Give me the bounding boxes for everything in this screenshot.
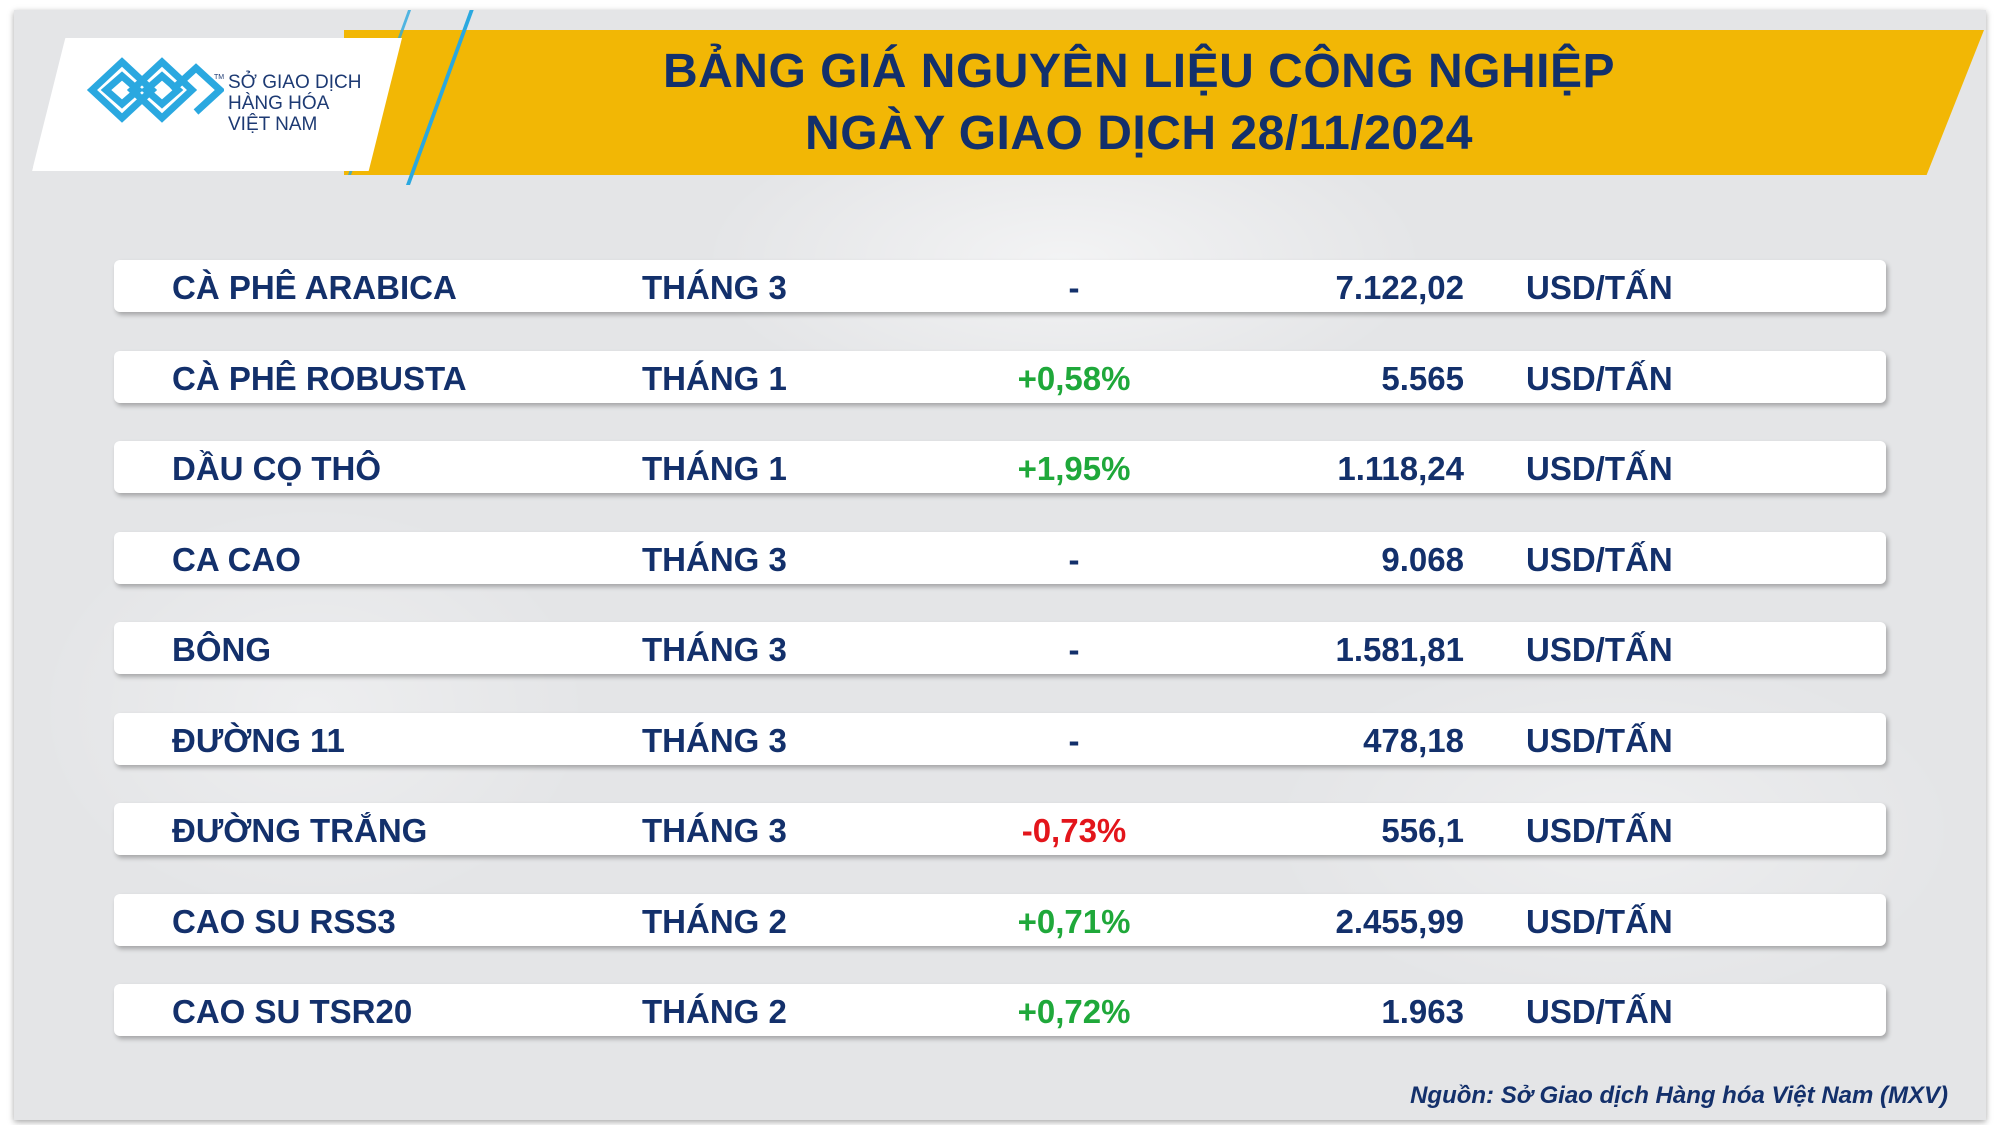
price-unit: USD/TẤN [1526,903,1673,940]
contract-month: THÁNG 3 [642,722,787,759]
price-unit: USD/TẤN [1526,360,1673,397]
price-change: - [1068,541,1080,578]
price-value: 556,1 [1381,812,1464,849]
price-value: 1.963 [1381,993,1464,1030]
price-unit: USD/TẤN [1526,722,1673,759]
price-value: 1.581,81 [1335,631,1464,668]
price-value: 5.565 [1381,360,1464,397]
contract-month: THÁNG 2 [642,993,787,1030]
contract-month: THÁNG 3 [642,541,787,578]
contract-month: THÁNG 1 [642,450,787,487]
logo-text-line-2: HÀNG HÓA [228,93,330,114]
price-unit: USD/TẤN [1526,269,1673,306]
price-change: - [1068,722,1080,759]
trademark-mark: TM [214,74,225,81]
contract-month: THÁNG 2 [642,903,787,940]
price-unit: USD/TẤN [1526,812,1673,849]
table-row: CAO SU RSS3 THÁNG 2 +0,71% 2.455,99 USD/TẤN [114,894,1886,946]
source-note: Nguồn: Sở Giao dịch Hàng hóa Việt Nam (M… [1410,1082,1948,1109]
price-value: 7.122,02 [1335,269,1464,306]
price-value: 478,18 [1363,722,1464,759]
title-banner [344,30,1984,175]
table-row: DẦU CỌ THÔ THÁNG 1 +1,95% 1.118,24 USD/TẤN [114,441,1886,493]
table-row: CA CAO THÁNG 3 - 9.068 USD/TẤN [114,532,1886,584]
page-title: BẢNG GIÁ NGUYÊN LIỆU CÔNG NGHIỆP [662,45,1616,98]
table-row: CÀ PHÊ ROBUSTA THÁNG 1 +0,58% 5.565 USD/TẤN [114,351,1886,403]
commodity-name: ĐƯỜNG TRẮNG [172,812,428,849]
price-change: +0,72% [1017,993,1131,1030]
price-value: 2.455,99 [1335,903,1464,940]
mxv-logo-icon [86,57,224,123]
table-row: CÀ PHÊ ARABICA THÁNG 3 - 7.122,02 USD/TẤN [114,260,1886,312]
price-change: -0,73% [1021,812,1127,849]
price-change: +1,95% [1017,450,1131,487]
price-value: 9.068 [1381,541,1464,578]
table-row: ĐƯỜNG 11 THÁNG 3 - 478,18 USD/TẤN [114,713,1886,765]
table-row: ĐƯỜNG TRẮNG THÁNG 3 -0,73% 556,1 USD/TẤN [114,803,1886,855]
commodity-name: CAO SU TSR20 [172,993,413,1030]
price-change: - [1068,631,1080,668]
commodity-name: DẦU CỌ THÔ [172,450,381,487]
page-subtitle-date: NGÀY GIAO DỊCH 28/11/2024 [805,107,1473,160]
price-unit: USD/TẤN [1526,631,1673,668]
price-change: +0,71% [1017,903,1131,940]
commodity-name: CÀ PHÊ ROBUSTA [172,360,467,397]
price-value: 1.118,24 [1337,450,1464,487]
logo-text-line-1: SỞ GIAO DỊCH [228,72,362,93]
price-unit: USD/TẤN [1526,993,1673,1030]
table-row: BÔNG THÁNG 3 - 1.581,81 USD/TẤN [114,622,1886,674]
commodity-name: BÔNG [172,631,271,668]
commodity-name: ĐƯỜNG 11 [172,722,345,759]
price-change: - [1068,269,1080,306]
contract-month: THÁNG 3 [642,631,787,668]
commodity-name: CAO SU RSS3 [172,903,396,940]
price-unit: USD/TẤN [1526,541,1673,578]
commodity-name: CA CAO [172,541,301,578]
table-row: CAO SU TSR20 THÁNG 2 +0,72% 1.963 USD/TẤN [114,984,1886,1036]
logo-panel [32,38,402,171]
logo-text-line-3: VIỆT NAM [228,114,318,135]
contract-month: THÁNG 1 [642,360,787,397]
price-board-card: TM SỞ GIAO DỊCH HÀNG HÓA VIỆT NAM BẢNG G… [14,10,1986,1120]
logo-text: SỞ GIAO DỊCH HÀNG HÓA VIỆT NAM [228,72,378,135]
contract-month: THÁNG 3 [642,269,787,306]
price-change: +0,58% [1017,360,1131,397]
price-unit: USD/TẤN [1526,450,1673,487]
contract-month: THÁNG 3 [642,812,787,849]
commodity-name: CÀ PHÊ ARABICA [172,269,457,306]
